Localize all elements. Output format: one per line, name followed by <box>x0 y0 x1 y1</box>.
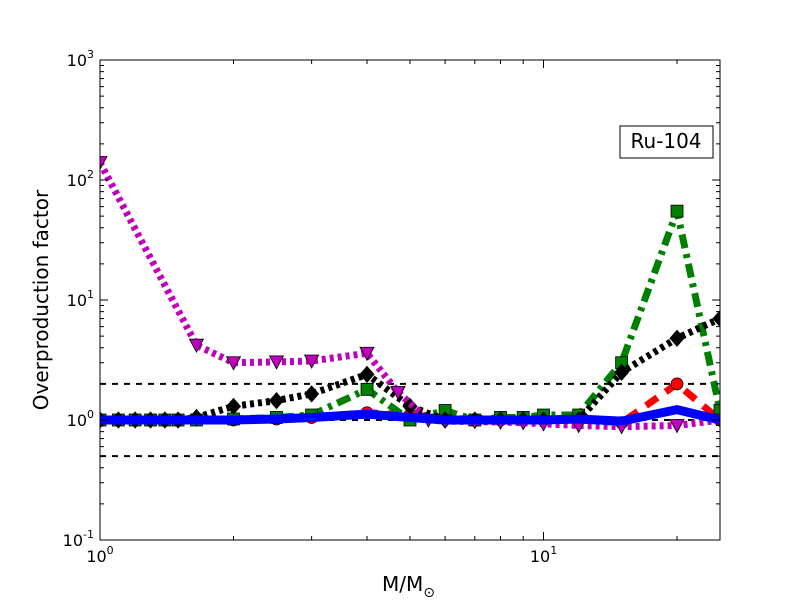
series-2-point <box>359 365 375 383</box>
series-3-point <box>225 356 242 371</box>
series-2-point <box>614 363 630 381</box>
series-2-point <box>268 392 285 410</box>
y-axis-label: Overproduction factor <box>29 189 53 410</box>
series-line-4 <box>100 405 720 426</box>
series-1-point <box>360 382 374 396</box>
y-tick-label: 10-1 <box>63 528 94 550</box>
plot-frame <box>99 59 721 541</box>
series-2-point <box>225 397 242 415</box>
series-3-point <box>669 419 685 434</box>
y-tick-label: 100 <box>67 408 94 430</box>
x-axis-label-subscript: ⊙ <box>423 585 435 600</box>
y-tick-label: 103 <box>67 48 94 70</box>
y-tick-label: 102 <box>67 168 94 190</box>
x-axis-label: M/M⊙ <box>382 572 435 600</box>
series-1-point <box>670 204 684 218</box>
series-2-point <box>669 329 685 347</box>
x-axis-ticks: 100 101 <box>86 60 678 566</box>
annotation-box: Ru-104 <box>619 125 714 159</box>
y-tick-label: 101 <box>67 288 94 310</box>
y-axis-ticks: 10-1 100 101 102 103 <box>63 48 720 550</box>
series-2-point <box>304 385 320 403</box>
series-3-point <box>359 346 375 362</box>
series-1-point <box>713 404 720 417</box>
x-axis-label-text: M/M <box>382 572 423 596</box>
series-3-point <box>188 338 205 354</box>
series-3-point <box>100 156 108 171</box>
x-tick-label: 100 <box>86 544 113 566</box>
series-0-point <box>670 377 684 391</box>
plot-area <box>100 60 720 540</box>
annotation-label: Ru-104 <box>630 129 701 153</box>
series-layer <box>100 156 720 435</box>
annotation-frame <box>619 125 714 159</box>
series-3-point <box>303 354 320 369</box>
x-tick-label: 101 <box>530 544 557 566</box>
series-3-point <box>390 385 406 401</box>
series-3-point <box>268 355 285 370</box>
series-4 <box>100 405 720 426</box>
